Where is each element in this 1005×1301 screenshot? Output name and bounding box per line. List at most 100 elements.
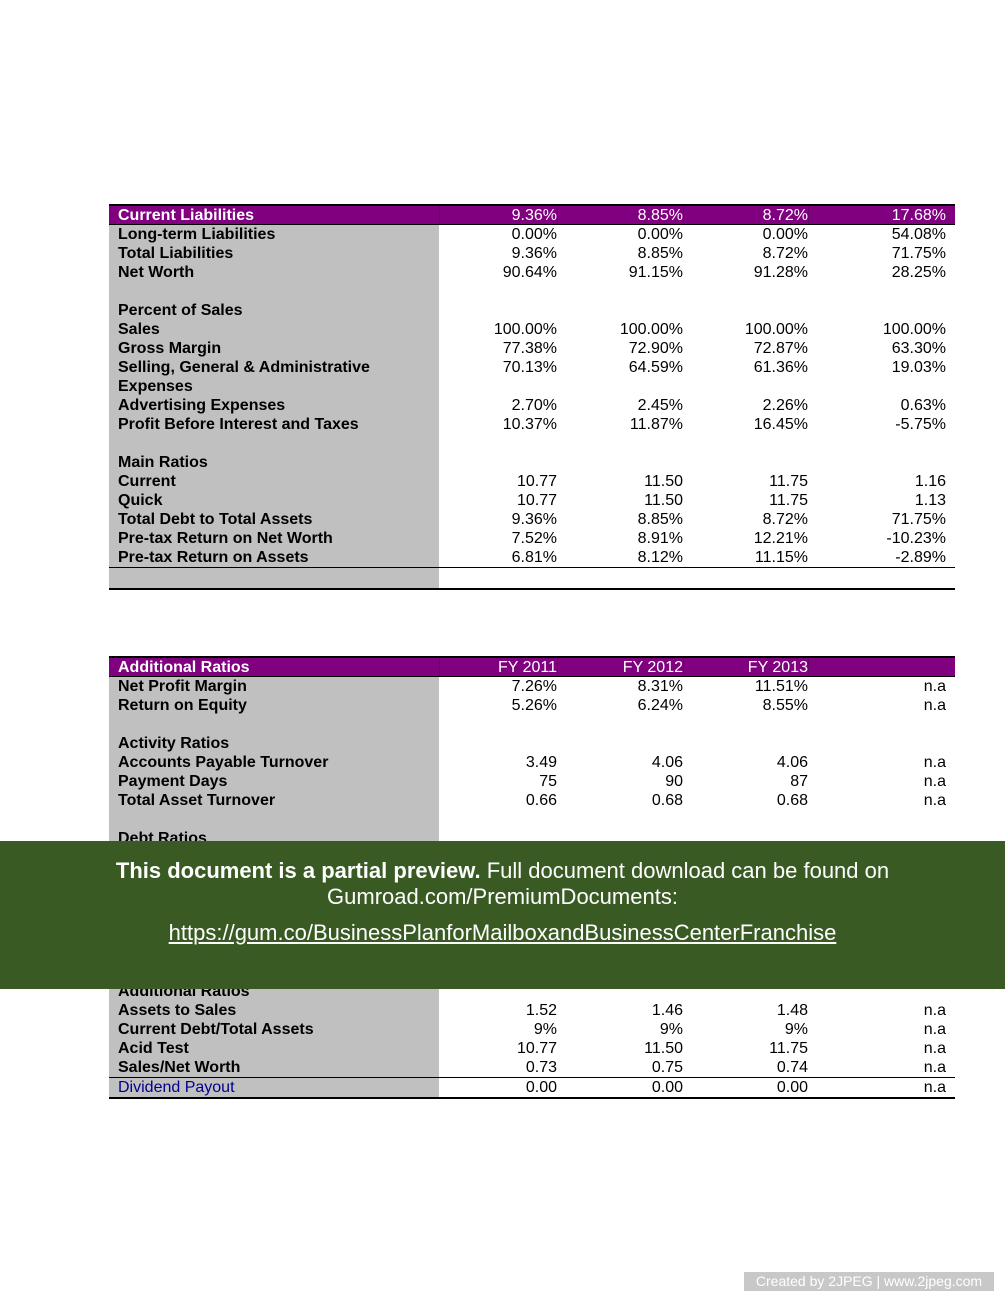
cell-value: 7.52% xyxy=(511,530,557,547)
cell-value: 9% xyxy=(659,1021,683,1038)
cell-value: 10.37% xyxy=(502,416,557,433)
table-row: Pre-tax Return on Assets 6.81% 8.12% 11.15%… xyxy=(109,548,955,567)
percent-table: Current Liabilities 9.36% 8.85% 8.72% 17.68%… xyxy=(109,204,955,590)
cell-value xyxy=(557,715,683,734)
row-label: Payment Days xyxy=(109,772,439,791)
cell-value: 90.64% xyxy=(502,264,557,281)
table-row xyxy=(109,715,955,734)
cell-value: -5.75% xyxy=(895,416,946,433)
cell-value: 10.77 xyxy=(516,1040,557,1057)
row-label xyxy=(109,715,439,734)
cell-value: n.a xyxy=(923,1079,946,1096)
table-row: Total Liabilities 9.36% 8.85% 8.72% 71.75% xyxy=(109,244,955,263)
cell-value: 61.36% xyxy=(753,359,808,376)
row-label: Current Liabilities xyxy=(118,207,255,224)
table-row: Sales 100.00% 100.00% 100.00% 100.00% xyxy=(109,320,955,339)
cell-value: 71.75% xyxy=(891,511,946,528)
cell-value xyxy=(808,282,946,301)
preview-banner: This document is a partial preview. Full… xyxy=(0,841,1005,989)
table-row: Current Debt/Total Assets 9% 9% 9% n.a xyxy=(109,1020,955,1039)
cell-value: 0.00 xyxy=(525,1079,557,1096)
cell-value: 100.00% xyxy=(882,321,946,338)
cell-value: n.a xyxy=(923,1021,946,1038)
cell-value: FY 2011 xyxy=(439,658,557,676)
cell-value xyxy=(439,568,557,588)
cell-value xyxy=(808,734,946,753)
cell-value xyxy=(557,282,683,301)
cell-value: 11.51% xyxy=(754,678,808,695)
cell-value: 3.49 xyxy=(525,754,557,771)
cell-value: 9% xyxy=(533,1021,557,1038)
cell-value: n.a xyxy=(923,773,946,790)
row-label xyxy=(109,810,439,829)
table-row xyxy=(109,434,955,453)
cell-value xyxy=(557,434,683,453)
row-label: Pre-tax Return on Assets xyxy=(109,548,439,567)
cell-value xyxy=(439,734,557,753)
row-label: Long-term Liabilities xyxy=(109,225,439,244)
cell-value xyxy=(808,434,946,453)
cell-value: n.a xyxy=(923,754,946,771)
table-row: Assets to Sales 1.52 1.46 1.48 n.a xyxy=(109,1001,955,1020)
row-label xyxy=(109,434,439,453)
cell-value: 0.74 xyxy=(776,1059,808,1076)
cell-value: n.a xyxy=(923,792,946,809)
cell-value: 72.90% xyxy=(628,340,683,357)
table-row: Pre-tax Return on Net Worth 7.52% 8.91% 12.… xyxy=(109,529,955,548)
cell-value xyxy=(557,453,683,472)
cell-value: 11.50 xyxy=(644,473,683,490)
table-row: Current 10.77 11.50 11.75 1.16 xyxy=(109,472,955,491)
cell-value: 64.59% xyxy=(628,359,683,376)
cell-value: 0.00% xyxy=(637,226,683,243)
cell-value: n.a xyxy=(923,697,946,714)
row-label xyxy=(109,568,439,588)
cell-value: 10.77 xyxy=(516,473,557,490)
cell-value: 11.15% xyxy=(754,549,808,566)
cell-value xyxy=(683,568,808,588)
table-row: Selling, General & Administrative Expens… xyxy=(109,358,955,396)
cell-value: 8.55% xyxy=(762,697,808,714)
header-row: Current Liabilities 9.36% 8.85% 8.72% 17.68% xyxy=(109,204,955,225)
cell-value xyxy=(683,810,808,829)
cell-value xyxy=(683,434,808,453)
cell-value: 11.75 xyxy=(769,1040,808,1057)
cell-value xyxy=(557,734,683,753)
table-row: Dividend Payout 0.00 0.00 0.00 n.a xyxy=(109,1077,955,1097)
preview-source: Gumroad.com/PremiumDocuments: xyxy=(327,884,678,909)
cell-value xyxy=(557,568,683,588)
table-row xyxy=(109,810,955,829)
cell-value: 1.52 xyxy=(525,1002,557,1019)
table-row: Gross Margin 77.38% 72.90% 72.87% 63.30% xyxy=(109,339,955,358)
cell-value: 70.13% xyxy=(502,359,557,376)
watermark: Created by 2JPEG | www.2jpeg.com xyxy=(744,1272,994,1291)
cell-value xyxy=(808,568,946,588)
cell-value: FY 2012 xyxy=(557,658,683,676)
row-label: Additional Ratios xyxy=(118,659,250,676)
cell-value: FY 2013 xyxy=(683,658,808,676)
cell-value: 0.00% xyxy=(511,226,557,243)
cell-value: 8.72% xyxy=(762,245,808,262)
cell-value: 0.66 xyxy=(525,792,557,809)
table-row: Accounts Payable Turnover 3.49 4.06 4.06 n.a xyxy=(109,753,955,772)
cell-value: 19.03% xyxy=(891,359,946,376)
cell-value: 91.28% xyxy=(753,264,808,281)
cell-value: 90 xyxy=(665,773,683,790)
cell-value: 0.75 xyxy=(651,1059,683,1076)
cell-value: 7.26% xyxy=(511,678,557,695)
cell-value: -2.89% xyxy=(895,549,946,566)
cell-value: 0.68 xyxy=(651,792,683,809)
cell-value: 28.25% xyxy=(891,264,946,281)
cell-value: 5.26% xyxy=(511,697,557,714)
table-row: Acid Test 10.77 11.50 11.75 n.a xyxy=(109,1039,955,1058)
cell-value xyxy=(683,301,808,320)
cell-value: 8.72% xyxy=(683,206,808,224)
cell-value: 1.48 xyxy=(776,1002,808,1019)
cell-value xyxy=(439,810,557,829)
table-row: Sales/Net Worth 0.73 0.75 0.74 n.a xyxy=(109,1058,955,1077)
row-label: Activity Ratios xyxy=(109,734,439,753)
cell-value: 16.45% xyxy=(753,416,808,433)
cell-value: 6.81% xyxy=(511,549,557,566)
download-link[interactable]: https://gum.co/BusinessPlanforMailboxand… xyxy=(168,920,837,945)
cell-value xyxy=(439,434,557,453)
cell-value: 8.85% xyxy=(557,206,683,224)
